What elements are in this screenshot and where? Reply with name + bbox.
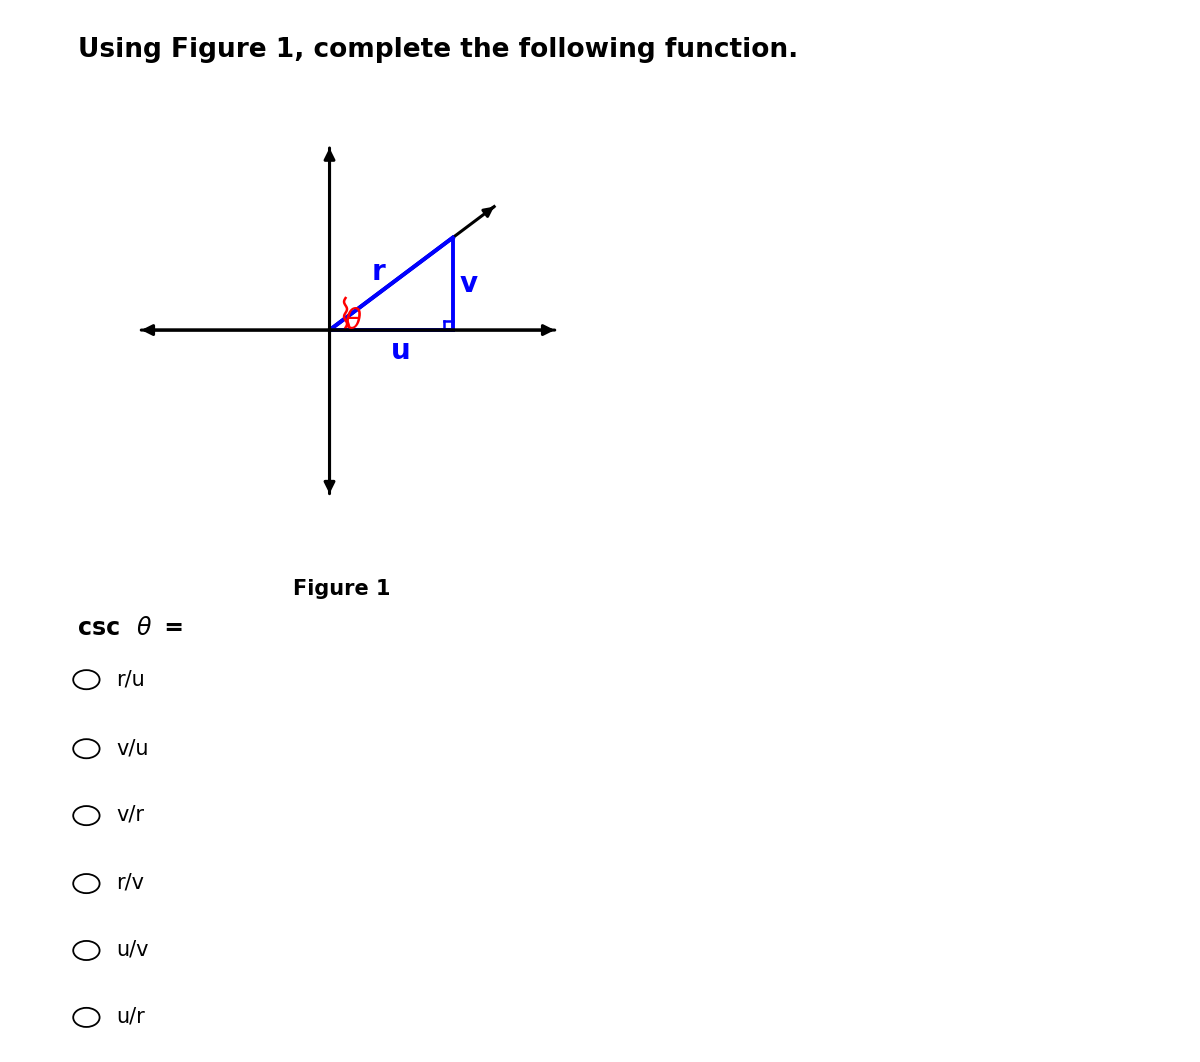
Text: $\theta$: $\theta$ [343,307,362,336]
Text: u/v: u/v [116,940,149,960]
Text: Figure 1: Figure 1 [293,579,391,599]
Text: =: = [156,616,184,640]
Text: v: v [460,270,478,297]
Text: v/u: v/u [116,738,149,758]
Text: u: u [391,337,410,365]
Text: v/r: v/r [116,805,144,825]
Text: u/r: u/r [116,1007,145,1027]
Text: r/v: r/v [116,873,144,893]
Text: r: r [372,257,385,286]
Text: csc: csc [78,616,120,640]
Text: r/u: r/u [116,669,145,689]
Text: Using Figure 1, complete the following function.: Using Figure 1, complete the following f… [78,37,798,63]
Text: $\theta$: $\theta$ [136,616,151,640]
